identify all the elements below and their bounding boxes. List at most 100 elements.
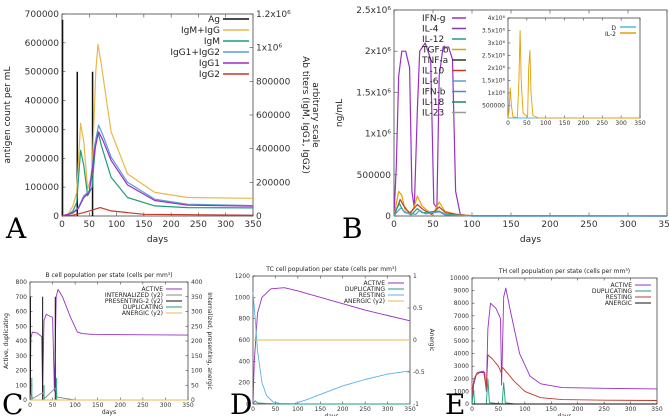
x-tick-label: 100 (519, 406, 531, 413)
legend-label: DUPLICATING (345, 286, 385, 293)
series-ifn-g-line (393, 42, 667, 217)
chart-title: B cell population per state (cells per m… (45, 272, 172, 279)
x-tick-label: 150 (315, 406, 327, 413)
x-axis-label: days (147, 235, 169, 245)
x-tick-label: 100 (292, 406, 304, 413)
x-tick-label: 150 (559, 120, 571, 127)
x-tick-label: 50 (49, 402, 57, 409)
y2-tick-label: 600000 (256, 111, 291, 121)
y-tick-label: 400 (16, 338, 28, 345)
x-tick-label: 350 (404, 406, 416, 413)
x-tick-label: 300 (625, 406, 637, 413)
x-tick-label: 250 (190, 220, 207, 230)
y-tick-label: 600 (239, 337, 251, 344)
chart-title: TH cell population per state (cells per … (498, 268, 630, 275)
y-tick-label: 9000 (454, 288, 469, 295)
y-tick-label: 2x10⁶ (488, 65, 506, 72)
y-tick-label: 600 (16, 309, 28, 316)
y-tick-label: 1.5x10⁶ (356, 88, 391, 98)
legend-label: IL-12 (422, 35, 444, 45)
y-tick-label: 6000 (454, 325, 469, 332)
y2-tick-label: 1 (413, 273, 417, 280)
x-axis-label: days (324, 413, 338, 416)
y-tick-label: 4x10⁶ (488, 15, 506, 22)
y-tick-label: 2.5x10⁶ (482, 53, 506, 60)
x-tick-label: 150 (135, 220, 152, 230)
y2-tick-label: -0.5 (413, 369, 425, 376)
y2-axis-label: arbitrary scale (310, 82, 320, 148)
x-tick-label: 350 (634, 120, 646, 127)
y-tick-label: 0 (53, 212, 59, 222)
panel-B: 0 50 100 150 200 250 300 350 0 500000 1x10⁶ 1.5x10⁶… (335, 6, 669, 245)
x-tick-label: 100 (540, 120, 552, 127)
y-tick-label: 100000 (25, 183, 60, 193)
y2-tick-label: 800000 (256, 77, 291, 87)
y-tick-label: 2.5x10⁶ (356, 6, 391, 16)
y-tick-label: 10000 (450, 275, 469, 282)
y2-tick-label: 0 (191, 397, 195, 404)
y-tick-label: 2x10⁶ (365, 47, 392, 57)
y-tick-label: 4000 (454, 351, 469, 358)
legend-label: INTERNALIZED (y2) (105, 292, 163, 299)
y-tick-label: 3000 (454, 363, 469, 370)
y-tick-label: 0 (246, 401, 250, 408)
legend-label: IL-10 (422, 67, 444, 77)
x-tick-label: 300 (217, 220, 234, 230)
y-tick-label: 400 (239, 358, 251, 365)
y-tick-label: 700 (16, 294, 28, 301)
x-tick-label: 200 (337, 406, 349, 413)
y-tick-label: 3.5x10⁶ (482, 28, 506, 35)
legend-label: TGF-b (421, 46, 449, 56)
y2-tick-label: 200 (191, 338, 203, 345)
series-igg1-igg2-line (61, 124, 254, 217)
x-tick-label: 200 (572, 406, 584, 413)
legend-label: ANERGIC (y2) (122, 310, 163, 317)
legend-label: IgM+IgG (181, 26, 220, 36)
legend-label: IL-23 (422, 109, 444, 119)
y-tick-label: 500 (16, 323, 28, 330)
x-tick-label: 250 (359, 406, 371, 413)
legend-label: ACTIVE (363, 280, 385, 287)
y-tick-label: 300 (16, 353, 28, 360)
series-resting-line (252, 291, 411, 405)
y-axis-label: Active, duplicating (3, 313, 10, 369)
panel-E: 0 50 100 150 200 250 300 350 0 1000 2000 3000 4000 50… (445, 268, 663, 416)
x-tick-label: 50 (427, 220, 439, 230)
x-tick-label: 50 (495, 406, 503, 413)
y2-axis-label: Ab titers (IgM, IgG1, IgG2) (300, 56, 310, 174)
legend-label: RESTING (606, 294, 633, 301)
panel-letter-A: A (5, 212, 27, 245)
chart-title: TC cell population per state (cells per … (265, 266, 396, 273)
y2-tick-label: 150 (191, 353, 203, 360)
x-tick-label: 100 (463, 220, 480, 230)
x-tick-label: 0 (59, 220, 65, 230)
y-tick-label: 500000 (482, 103, 505, 110)
x-tick-label: 350 (658, 220, 669, 230)
y-tick-label: 300000 (25, 125, 60, 135)
y-tick-label: 1x10⁶ (488, 90, 506, 97)
y2-tick-label: 300 (191, 309, 203, 316)
x-tick-label: 150 (546, 406, 558, 413)
legend-label: D (611, 25, 616, 32)
y-axis-label: antigen count per mL (3, 67, 13, 164)
x-tick-label: 50 (523, 120, 531, 127)
legend-label: ACTIVE (610, 282, 632, 289)
y-tick-label: 800 (16, 279, 28, 286)
panel-letter-D: D (230, 388, 252, 416)
series-igg1-line (61, 131, 254, 217)
legend-label: IL-2 (605, 31, 616, 38)
y-axis-label: ng/mL (335, 99, 345, 127)
y-tick-label: 500000 (357, 171, 392, 181)
x-tick-label: 300 (160, 402, 172, 409)
y-tick-label: 2000 (454, 376, 469, 383)
y-tick-label: 3x10⁶ (488, 40, 506, 47)
series-duplicating-line (471, 378, 657, 405)
y-tick-label: 1000 (235, 294, 250, 301)
y2-tick-label: 0 (413, 337, 417, 344)
series-il-2-line (507, 30, 641, 119)
x-tick-label: 100 (69, 402, 81, 409)
x-axis-label: days (520, 235, 542, 245)
panel-D: 0 50 100 150 200 250 300 350 0 200 400 600 800 1000 12… (230, 266, 435, 416)
legend-label: IFN-g (422, 14, 446, 24)
y-tick-label: 8000 (454, 300, 469, 307)
